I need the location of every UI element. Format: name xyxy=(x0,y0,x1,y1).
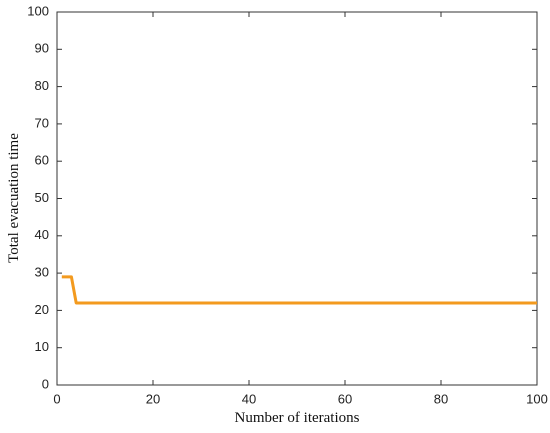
plot-frame xyxy=(56,11,538,386)
y-tick-label: 40 xyxy=(35,227,49,242)
x-axis-label: Number of iterations xyxy=(235,410,360,426)
y-tick-label: 10 xyxy=(35,339,49,354)
x-tick-label: 40 xyxy=(242,391,256,406)
y-tick-label: 100 xyxy=(27,3,49,18)
y-tick-label: 0 xyxy=(42,376,49,391)
data-line xyxy=(61,275,537,305)
y-tick-label: 30 xyxy=(35,265,49,280)
y-tick-label: 60 xyxy=(35,153,49,168)
x-tick-label: 0 xyxy=(53,391,60,406)
y-tick-label: 70 xyxy=(35,115,49,130)
x-tick-label: 20 xyxy=(146,391,160,406)
y-tick-label: 90 xyxy=(35,41,49,56)
y-tick-label: 20 xyxy=(35,302,49,317)
x-tick-label: 80 xyxy=(434,391,448,406)
y-tick-label: 50 xyxy=(35,190,49,205)
x-tick-label: 100 xyxy=(526,391,548,406)
y-tick-label: 80 xyxy=(35,78,49,93)
x-tick-label: 60 xyxy=(338,391,352,406)
y-axis-label: Total evacuation time xyxy=(6,133,22,263)
